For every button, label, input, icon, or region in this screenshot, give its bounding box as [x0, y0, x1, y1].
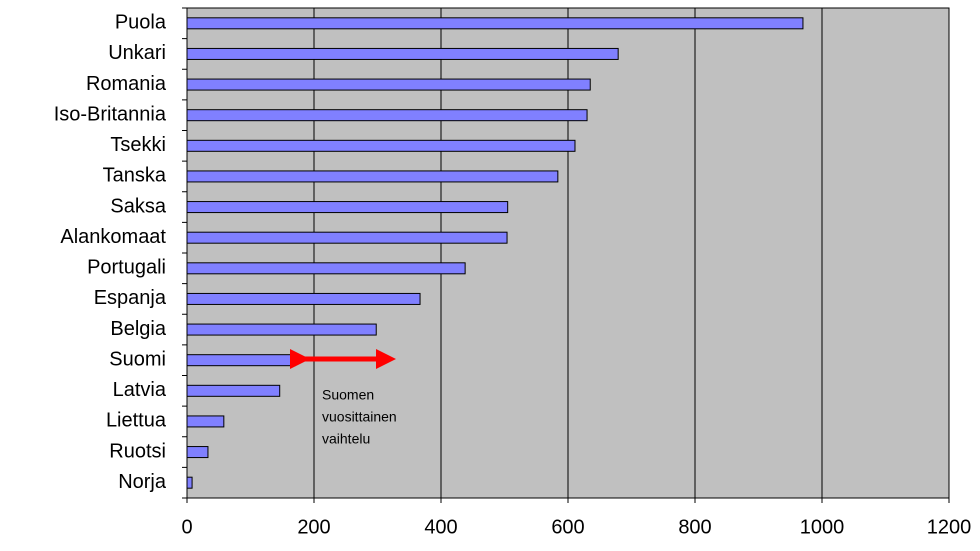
y-tick-label: Alankomaat [60, 226, 166, 248]
x-tick-label: 1200 [927, 516, 972, 538]
y-tick-label: Norja [118, 471, 167, 493]
y-tick-label: Ruotsi [109, 440, 166, 462]
annotation: vaihtelu [322, 431, 370, 447]
bar [186, 292, 421, 305]
x-tick-label: 200 [297, 516, 330, 538]
annotation: vuosittainen [322, 409, 397, 425]
y-tick-label: Belgia [110, 318, 166, 340]
x-tick-label: 0 [181, 516, 192, 538]
bar [186, 201, 509, 214]
x-tick-label: 800 [678, 516, 711, 538]
bar [186, 78, 591, 91]
bar [186, 170, 559, 183]
y-tick-label: Portugali [87, 257, 166, 279]
y-tick-label: Saksa [110, 195, 166, 217]
bar [186, 17, 804, 30]
y-tick-label: Unkari [108, 42, 166, 64]
x-tick-label: 1000 [800, 516, 845, 538]
bar [186, 109, 588, 122]
y-tick-label: Tanska [103, 165, 167, 187]
y-tick-label: Espanja [94, 287, 167, 309]
y-tick-label: Romania [86, 73, 167, 95]
bar [186, 384, 281, 397]
y-tick-label: Suomi [109, 348, 166, 370]
bar [186, 476, 193, 489]
x-tick-label: 600 [551, 516, 584, 538]
bar [186, 231, 508, 244]
annotation: Suomen [322, 387, 374, 403]
bar [186, 323, 377, 336]
y-tick-label: Latvia [113, 379, 167, 401]
y-tick-label: Liettua [106, 410, 167, 432]
bar [186, 262, 466, 275]
bar [186, 47, 619, 60]
y-tick-label: Iso-Britannia [54, 103, 167, 125]
y-tick-label: Puola [115, 12, 167, 34]
bar [186, 139, 576, 152]
bar [186, 354, 296, 367]
bar [186, 415, 225, 428]
x-tick-label: 400 [424, 516, 457, 538]
y-tick-label: Tsekki [110, 134, 166, 156]
bar [186, 446, 209, 459]
